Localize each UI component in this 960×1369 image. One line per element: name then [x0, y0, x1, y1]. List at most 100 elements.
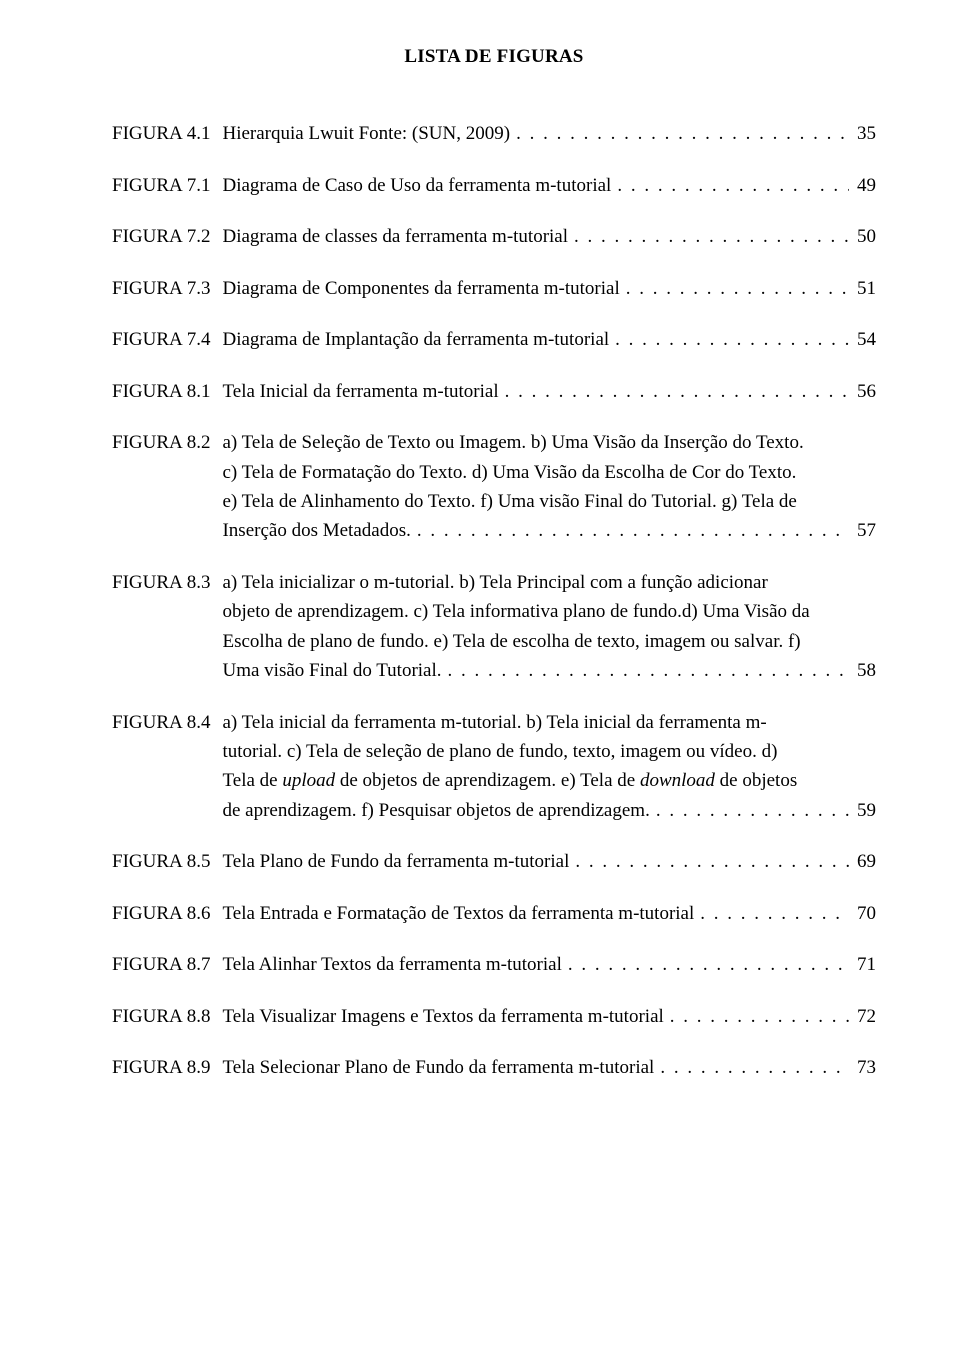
entry-line: Diagrama de classes da ferramenta m-tuto…: [222, 222, 876, 251]
entry-line: Diagrama de Implantação da ferramenta m-…: [222, 325, 876, 354]
dot-leaders: . . . . . . . . . . . . . . . . . . . . …: [510, 119, 849, 148]
entry-title: Diagrama de Componentes da ferramenta m-…: [222, 274, 619, 303]
entry-line: Hierarquia Lwuit Fonte: (SUN, 2009). . .…: [222, 119, 876, 148]
list-entry: FIGURA8.2a) Tela de Seleção de Texto ou …: [112, 428, 876, 546]
entry-body: Diagrama de classes da ferramenta m-tuto…: [222, 222, 876, 251]
entry-label-text: FIGURA: [112, 903, 183, 924]
text-run: de objetos de aprendizagem. e) Tela de: [335, 770, 640, 791]
list-entry: FIGURA4.1Hierarquia Lwuit Fonte: (SUN, 2…: [112, 119, 876, 148]
entry-number: 8.2: [183, 432, 223, 453]
entry-body: a) Tela inicializar o m-tutorial. b) Tel…: [222, 568, 876, 686]
entry-label: FIGURA8.1: [112, 377, 222, 406]
entry-page-number: 57: [849, 516, 876, 545]
entry-label: FIGURA8.8: [112, 1002, 222, 1031]
entry-last-text: Inserção dos Metadados.: [222, 516, 410, 545]
entry-body-line: a) Tela de Seleção de Texto ou Imagem. b…: [222, 428, 876, 457]
entry-label: FIGURA7.4: [112, 325, 222, 354]
entry-label: FIGURA8.7: [112, 950, 222, 979]
entry-body: a) Tela inicial da ferramenta m-tutorial…: [222, 708, 876, 826]
entry-page-number: 58: [849, 656, 876, 685]
entry-body: Tela Visualizar Imagens e Textos da ferr…: [222, 1002, 876, 1031]
entry-title: Diagrama de Implantação da ferramenta m-…: [222, 325, 609, 354]
entry-body: a) Tela de Seleção de Texto ou Imagem. b…: [222, 428, 876, 546]
list-entry: FIGURA8.5Tela Plano de Fundo da ferramen…: [112, 847, 876, 876]
entry-body: Diagrama de Caso de Uso da ferramenta m-…: [222, 171, 876, 200]
entry-line: Tela Visualizar Imagens e Textos da ferr…: [222, 1002, 876, 1031]
entry-label-text: FIGURA: [112, 954, 183, 975]
italic-text: upload: [282, 770, 335, 791]
italic-text: download: [640, 770, 715, 791]
entry-last-line: Inserção dos Metadados.. . . . . . . . .…: [222, 516, 876, 545]
dot-leaders: . . . . . . . . . . . . . . . . . . . . …: [562, 950, 849, 979]
list-entry: FIGURA8.4a) Tela inicial da ferramenta m…: [112, 708, 876, 826]
entry-body-line: e) Tela de Alinhamento do Texto. f) Uma …: [222, 487, 876, 516]
entry-body-line: a) Tela inicializar o m-tutorial. b) Tel…: [222, 568, 876, 597]
entry-line: Diagrama de Caso de Uso da ferramenta m-…: [222, 171, 876, 200]
dot-leaders: . . . . . . . . . . . . . . . . . . . . …: [694, 899, 849, 928]
entry-label: FIGURA7.1: [112, 171, 222, 200]
entry-page-number: 50: [849, 222, 876, 251]
dot-leaders: . . . . . . . . . . . . . . . . . . . . …: [620, 274, 849, 303]
entry-label-text: FIGURA: [112, 1057, 183, 1078]
entry-line: Tela Inicial da ferramenta m-tutorial. .…: [222, 377, 876, 406]
entry-title: Diagrama de classes da ferramenta m-tuto…: [222, 222, 568, 251]
dot-leaders: . . . . . . . . . . . . . . . . . . . . …: [664, 1002, 849, 1031]
text-run: Tela de: [222, 770, 282, 791]
entry-number: 4.1: [183, 123, 223, 144]
entry-number: 8.9: [183, 1057, 223, 1078]
entry-last-line: de aprendizagem. f) Pesquisar objetos de…: [222, 796, 876, 825]
list-entry: FIGURA7.4Diagrama de Implantação da ferr…: [112, 325, 876, 354]
entry-body-line: Tela de upload de objetos de aprendizage…: [222, 766, 876, 795]
entry-line: Diagrama de Componentes da ferramenta m-…: [222, 274, 876, 303]
entry-title: Tela Entrada e Formatação de Textos da f…: [222, 899, 694, 928]
entry-body: Hierarquia Lwuit Fonte: (SUN, 2009). . .…: [222, 119, 876, 148]
dot-leaders: . . . . . . . . . . . . . . . . . . . . …: [499, 377, 849, 406]
dot-leaders: . . . . . . . . . . . . . . . . . . . . …: [654, 1053, 849, 1082]
dot-leaders: . . . . . . . . . . . . . . . . . . . . …: [568, 222, 849, 251]
entry-label: FIGURA8.9: [112, 1053, 222, 1082]
entry-last-text: de aprendizagem. f) Pesquisar objetos de…: [222, 796, 649, 825]
entry-last-line: Uma visão Final do Tutorial.. . . . . . …: [222, 656, 876, 685]
entry-last-text: Uma visão Final do Tutorial.: [222, 656, 441, 685]
entry-body: Tela Selecionar Plano de Fundo da ferram…: [222, 1053, 876, 1082]
entry-label: FIGURA8.4: [112, 708, 222, 737]
page-container: LISTA DE FIGURAS FIGURA4.1Hierarquia Lwu…: [0, 0, 960, 1135]
entry-page-number: 72: [849, 1002, 876, 1031]
entry-label-text: FIGURA: [112, 851, 183, 872]
entry-page-number: 54: [849, 325, 876, 354]
entry-body: Tela Plano de Fundo da ferramenta m-tuto…: [222, 847, 876, 876]
entry-body: Tela Alinhar Textos da ferramenta m-tuto…: [222, 950, 876, 979]
entry-line: Tela Alinhar Textos da ferramenta m-tuto…: [222, 950, 876, 979]
entry-line: Tela Entrada e Formatação de Textos da f…: [222, 899, 876, 928]
entry-number: 8.5: [183, 851, 223, 872]
entry-line: Tela Selecionar Plano de Fundo da ferram…: [222, 1053, 876, 1082]
dot-leaders: . . . . . . . . . . . . . . . . . . . . …: [650, 796, 849, 825]
entry-number: 8.6: [183, 903, 223, 924]
entry-number: 8.3: [183, 572, 223, 593]
entry-label-text: FIGURA: [112, 572, 183, 593]
entry-page-number: 71: [849, 950, 876, 979]
entry-page-number: 69: [849, 847, 876, 876]
dot-leaders: . . . . . . . . . . . . . . . . . . . . …: [411, 516, 849, 545]
entry-body-line: tutorial. c) Tela de seleção de plano de…: [222, 737, 876, 766]
entry-page-number: 73: [849, 1053, 876, 1082]
list-entry: FIGURA8.7Tela Alinhar Textos da ferramen…: [112, 950, 876, 979]
entry-number: 7.1: [183, 175, 223, 196]
entry-number: 7.3: [183, 278, 223, 299]
entry-line: Tela Plano de Fundo da ferramenta m-tuto…: [222, 847, 876, 876]
entry-page-number: 56: [849, 377, 876, 406]
entry-label: FIGURA7.2: [112, 222, 222, 251]
entry-label: FIGURA7.3: [112, 274, 222, 303]
entry-label: FIGURA8.3: [112, 568, 222, 597]
entry-label-text: FIGURA: [112, 123, 183, 144]
entry-title: Tela Alinhar Textos da ferramenta m-tuto…: [222, 950, 561, 979]
list-entry: FIGURA8.3a) Tela inicializar o m-tutoria…: [112, 568, 876, 686]
figure-list: FIGURA4.1Hierarquia Lwuit Fonte: (SUN, 2…: [112, 119, 876, 1082]
dot-leaders: . . . . . . . . . . . . . . . . . . . . …: [609, 325, 849, 354]
list-entry: FIGURA8.6Tela Entrada e Formatação de Te…: [112, 899, 876, 928]
entry-body-line: a) Tela inicial da ferramenta m-tutorial…: [222, 708, 876, 737]
entry-label-text: FIGURA: [112, 278, 183, 299]
entry-label: FIGURA4.1: [112, 119, 222, 148]
list-entry: FIGURA7.1Diagrama de Caso de Uso da ferr…: [112, 171, 876, 200]
entry-label-text: FIGURA: [112, 329, 183, 350]
